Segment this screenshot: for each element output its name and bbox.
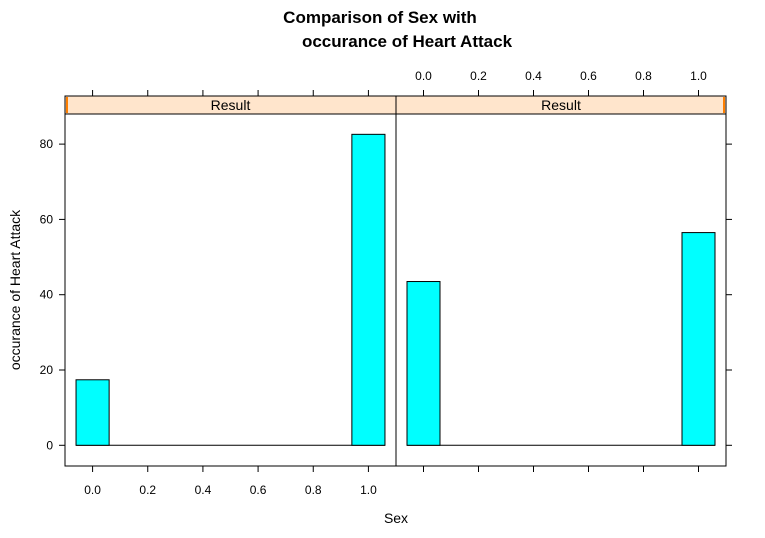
- strip-level-marker: [723, 97, 725, 113]
- x-tick-label-top: 0.0: [415, 69, 432, 83]
- x-tick-label-top: 0.6: [580, 69, 597, 83]
- x-axis-label: Sex: [384, 510, 408, 526]
- x-tick-label-bottom: 0.4: [195, 483, 212, 497]
- y-tick-label: 60: [40, 212, 54, 226]
- bar-panel1-1: [75, 379, 110, 446]
- y-tick-label: 40: [40, 288, 54, 302]
- panel-1: Result: [64, 95, 397, 467]
- panel-frame: [64, 113, 397, 467]
- bar-panel2-2: [681, 232, 716, 446]
- panel-frame: [395, 113, 727, 467]
- x-tick-label-top: 1.0: [690, 69, 707, 83]
- axes-layer: 0 20 40 60 80 0.0 0.0 0.2 0.2 0.4 0.4 0.6 0.6 0.8 0.8 1…: [40, 69, 732, 497]
- strip-level-marker: [66, 97, 68, 113]
- strip-label: Result: [541, 97, 581, 113]
- strip-label: Result: [211, 97, 251, 113]
- x-tick-label-top: 0.4: [525, 69, 542, 83]
- chart-title-line-2: occurance of Heart Attack: [302, 32, 513, 51]
- x-tick-label-top: 0.2: [470, 69, 487, 83]
- y-tick-label: 80: [40, 137, 54, 151]
- y-tick-label: 20: [40, 363, 54, 377]
- chart-title-line-1: Comparison of Sex with: [283, 8, 477, 27]
- x-tick-label-bottom: 0.6: [250, 483, 267, 497]
- x-tick-label-bottom: 1.0: [360, 483, 377, 497]
- y-axis-label: occurance of Heart Attack: [7, 209, 23, 370]
- y-tick-label: 0: [46, 438, 53, 452]
- x-tick-label-bottom: 0.8: [305, 483, 322, 497]
- bar-panel2-1: [406, 281, 441, 446]
- bar-panel1-2: [351, 133, 386, 446]
- panels-layer: Result Result: [64, 95, 727, 467]
- x-tick-label-bottom: 0.2: [139, 483, 156, 497]
- panel-2: Result: [395, 95, 727, 467]
- x-tick-label-bottom: 0.0: [84, 483, 101, 497]
- x-tick-label-top: 0.8: [635, 69, 652, 83]
